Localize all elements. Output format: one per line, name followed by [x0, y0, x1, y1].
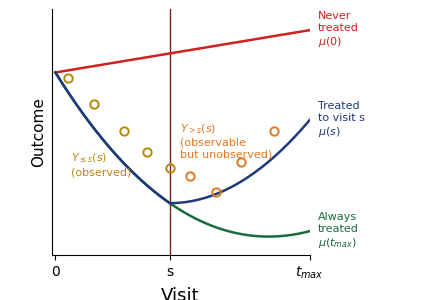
- Text: Never
treated
$\mu(0)$: Never treated $\mu(0)$: [318, 11, 359, 49]
- X-axis label: Visit: Visit: [161, 287, 200, 300]
- Text: $Y_{>s}(s)$
(observable
but unobserved): $Y_{>s}(s)$ (observable but unobserved): [180, 123, 272, 160]
- Text: $Y_{\leq s}(s)$
(observed): $Y_{\leq s}(s)$ (observed): [71, 152, 131, 177]
- Text: Always
treated
$\mu(t_{max})$: Always treated $\mu(t_{max})$: [318, 212, 359, 250]
- Y-axis label: Outcome: Outcome: [31, 97, 46, 167]
- Text: Treated
to visit s
$\mu(s)$: Treated to visit s $\mu(s)$: [318, 101, 365, 139]
